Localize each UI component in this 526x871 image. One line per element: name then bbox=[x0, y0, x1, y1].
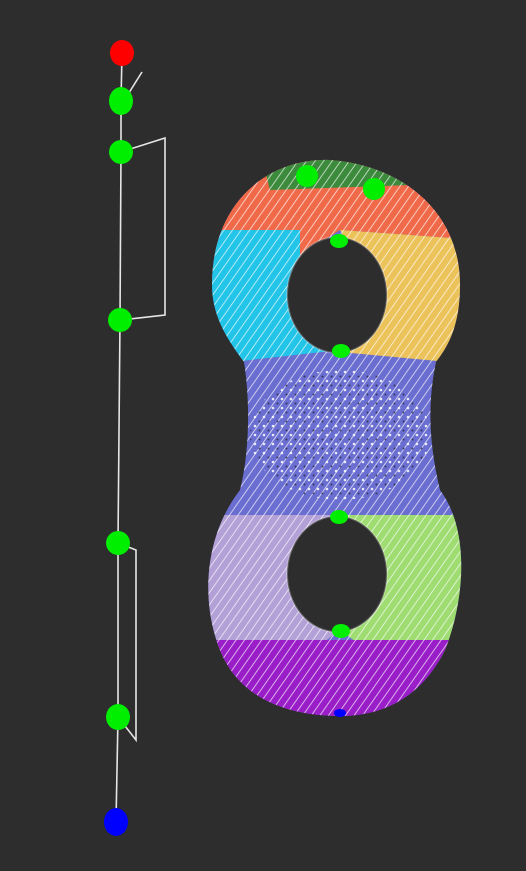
tree-nodes bbox=[104, 40, 134, 836]
tree-node-2[interactable] bbox=[109, 140, 133, 164]
upper-hole bbox=[287, 237, 387, 353]
leaf-node[interactable] bbox=[104, 808, 128, 836]
lower-hole bbox=[287, 516, 387, 632]
surface-node-top-right[interactable] bbox=[363, 178, 385, 200]
surface-bottom-marker bbox=[334, 709, 346, 717]
edge-n2-n3 bbox=[119, 151, 122, 321]
surface-node-top-left[interactable] bbox=[296, 165, 318, 187]
double-torus-surface bbox=[208, 159, 462, 717]
tree-node-3[interactable] bbox=[108, 308, 132, 332]
tree-node-5[interactable] bbox=[106, 704, 130, 730]
tree-node-1[interactable] bbox=[109, 87, 133, 115]
surface-node-upper-hole-bottom[interactable] bbox=[332, 344, 350, 358]
root-node[interactable] bbox=[110, 40, 134, 66]
mesh-center-dots bbox=[250, 370, 430, 500]
surface-node-lower-hole-bottom[interactable] bbox=[332, 624, 350, 638]
surface-node-upper-hole-top[interactable] bbox=[330, 234, 348, 248]
edge-n3-n4 bbox=[117, 319, 121, 544]
tree-node-4[interactable] bbox=[106, 531, 130, 555]
edge-n2-loop bbox=[120, 136, 166, 321]
edge-n5-leaf bbox=[115, 716, 119, 823]
surface-node-lower-hole-top[interactable] bbox=[330, 510, 348, 524]
